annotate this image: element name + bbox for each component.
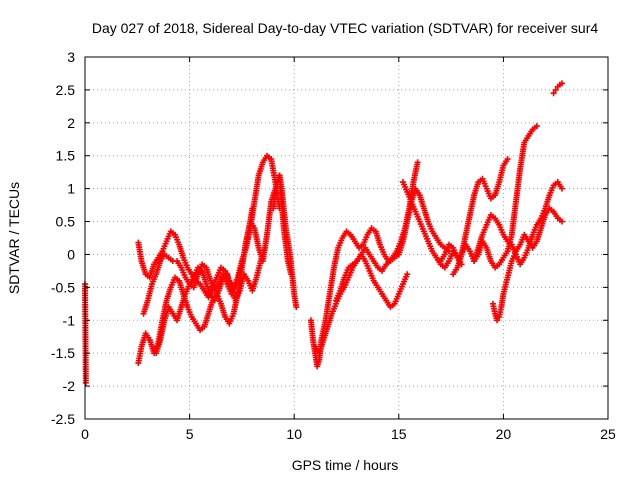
y-tick-label: 1 (67, 181, 75, 197)
data-point (293, 304, 300, 311)
y-tick-label: -0.5 (51, 279, 75, 295)
data-point (533, 123, 540, 130)
grid-lines (85, 57, 608, 419)
data-point (504, 156, 511, 163)
data-point (550, 90, 557, 97)
data-point (82, 379, 89, 386)
x-tick-label: 5 (186, 426, 194, 442)
data-point (558, 218, 565, 225)
y-tick-label: 3 (67, 49, 75, 65)
y-tick-label: -2 (63, 378, 76, 394)
y-axis-label: SDTVAR / TECUs (6, 182, 22, 294)
x-tick-label: 10 (286, 426, 302, 442)
x-tick-label: 15 (391, 426, 407, 442)
y-tick-label: -1 (63, 312, 76, 328)
chart-title: Day 027 of 2018, Sidereal Day-to-day VTE… (92, 20, 598, 36)
y-tick-label: 0.5 (56, 214, 76, 230)
x-tick-label: 0 (81, 426, 89, 442)
y-tick-label: 1.5 (56, 148, 76, 164)
x-axis-label: GPS time / hours (292, 457, 399, 473)
y-tick-label: 2 (67, 115, 75, 131)
x-tick-label: 25 (600, 426, 616, 442)
data-points (82, 80, 565, 386)
data-point (558, 185, 565, 192)
axis-ticks: 0 5 10 15 20 25 -2.5 -2 -1.5 -1 -0.5 0 0.5 1 1.5 2 2.5 3 (51, 49, 616, 442)
y-tick-label: 0 (67, 246, 75, 262)
y-tick-label: -1.5 (51, 345, 75, 361)
data-point (261, 244, 268, 251)
plot-frame (84, 56, 609, 420)
data-point (249, 205, 256, 212)
y-tick-label: 2.5 (56, 82, 76, 98)
data-point (494, 317, 501, 324)
x-tick-label: 20 (496, 426, 512, 442)
data-point (558, 80, 565, 87)
data-point (552, 86, 559, 93)
data-point (414, 159, 421, 166)
y-tick-label: -2.5 (51, 411, 75, 427)
data-point (404, 271, 411, 278)
